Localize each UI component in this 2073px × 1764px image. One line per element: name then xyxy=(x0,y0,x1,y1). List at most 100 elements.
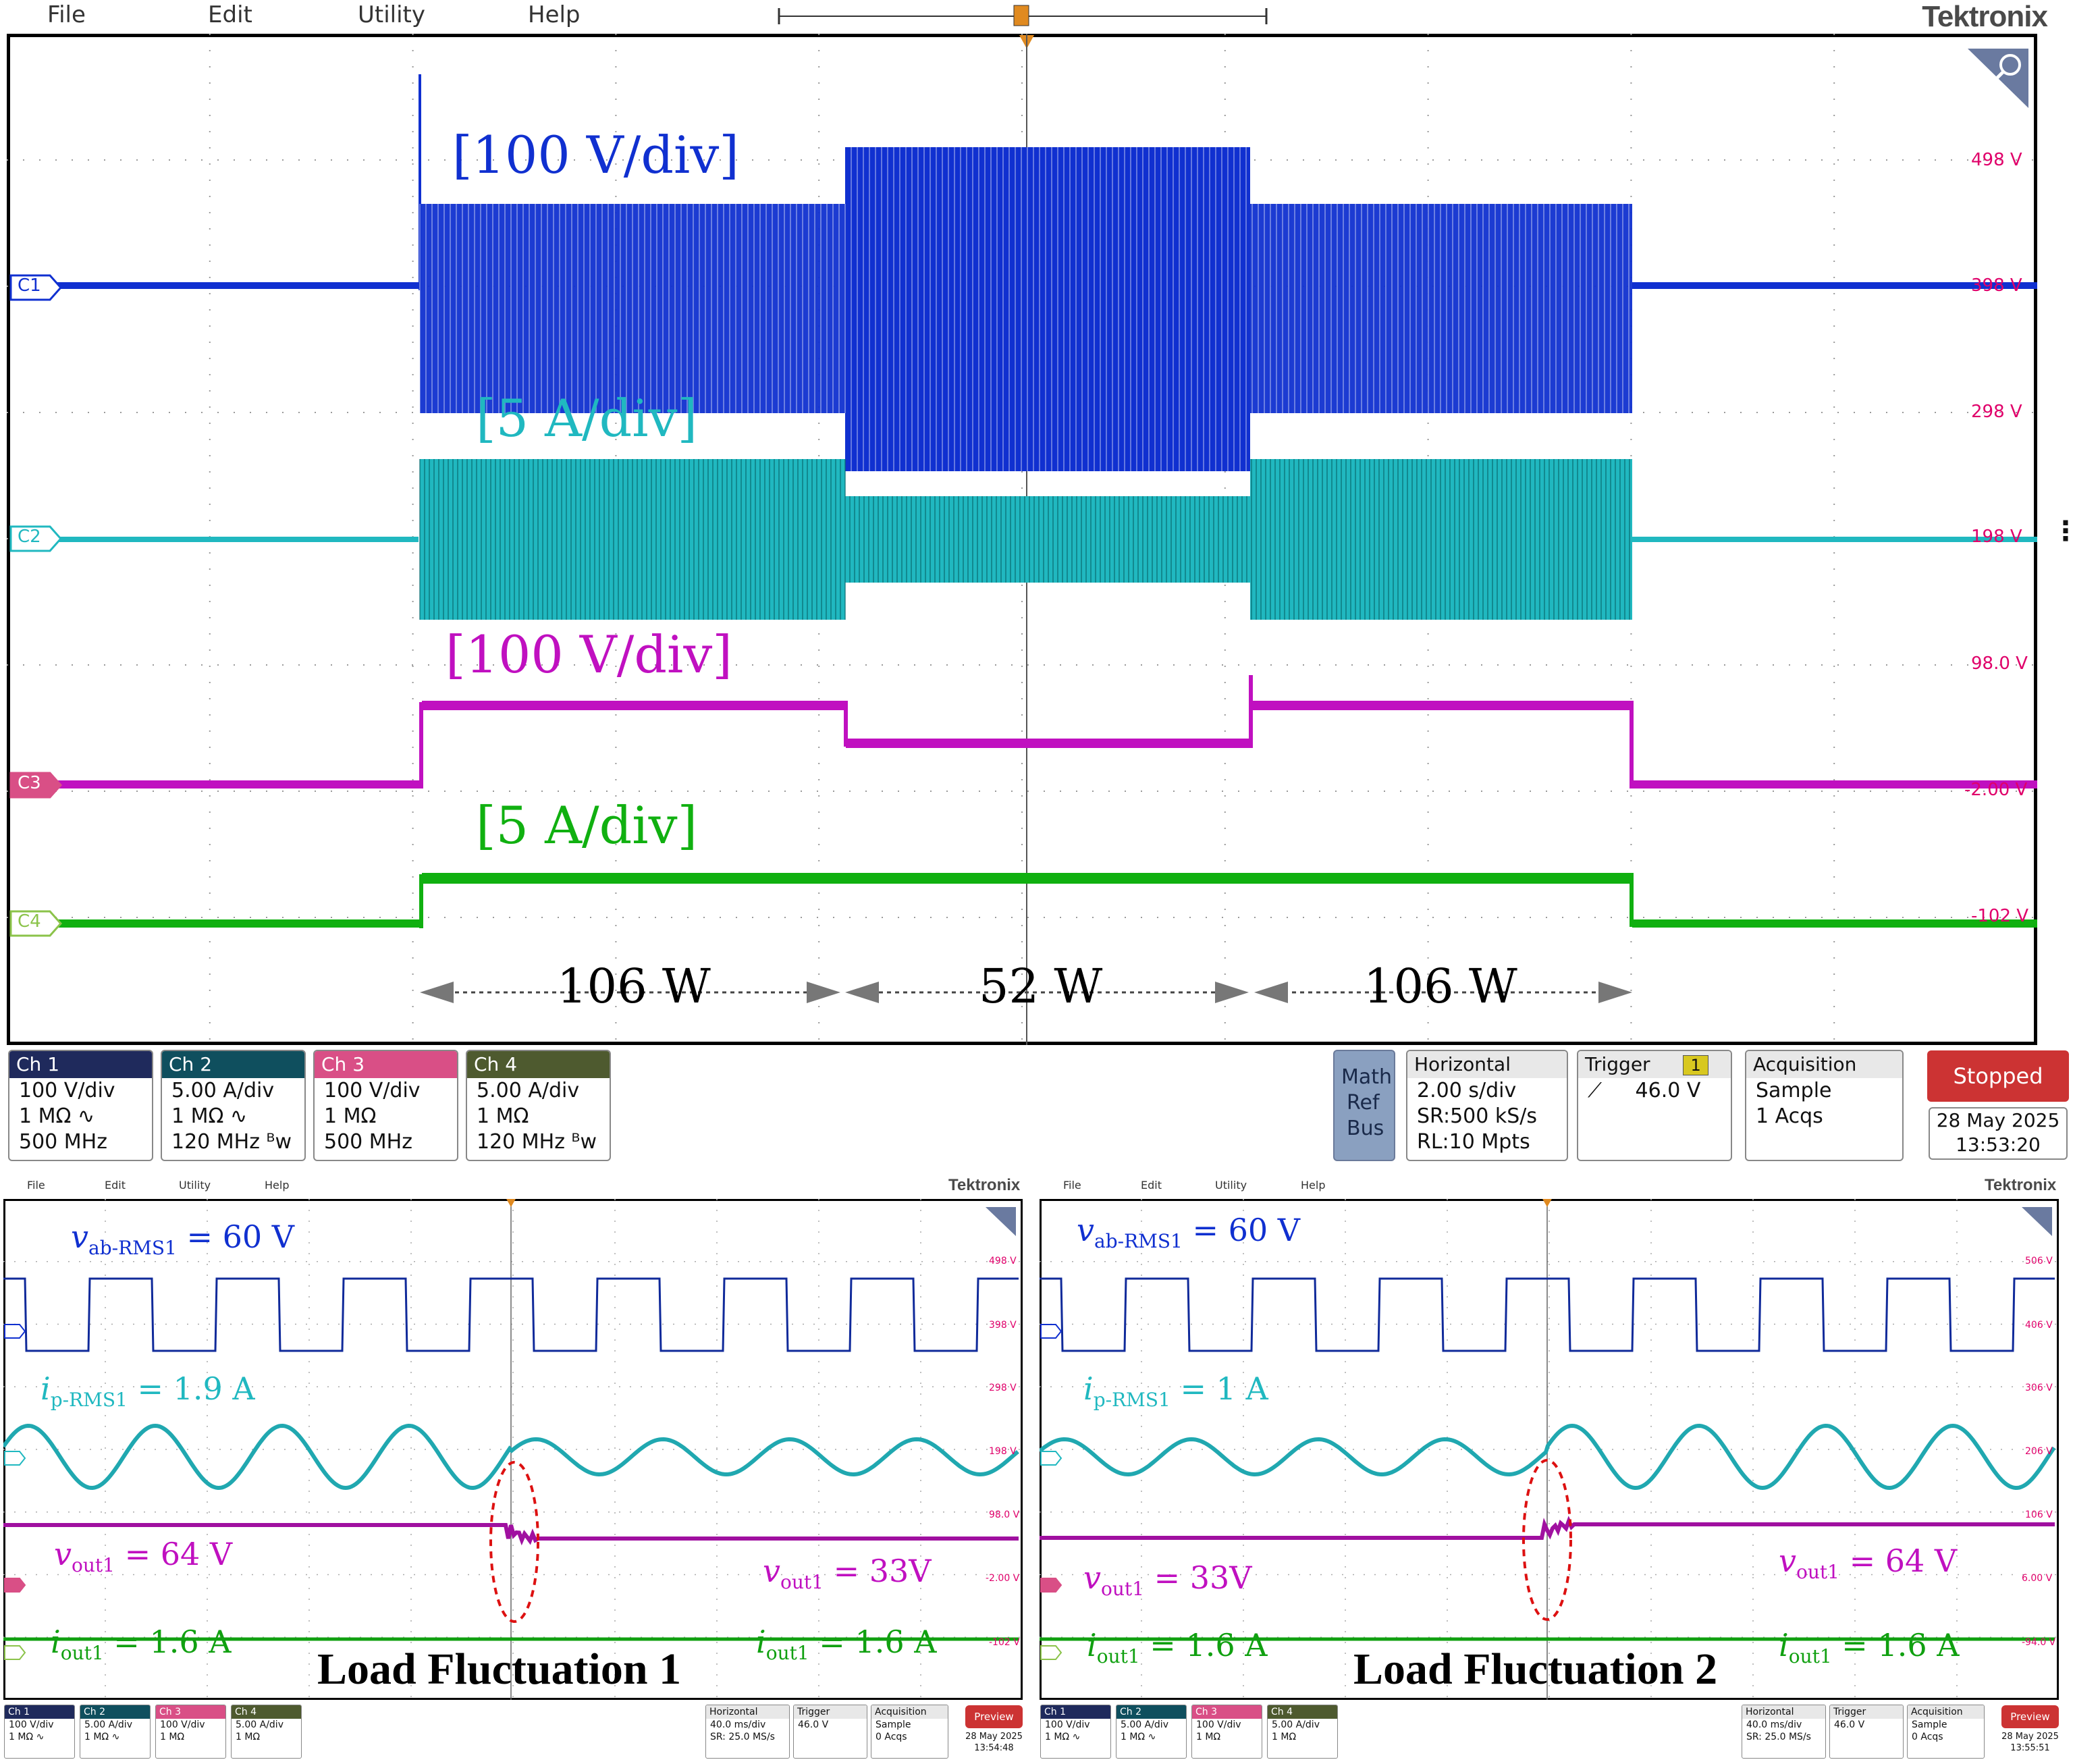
bl-vab-rms-label: vab-RMS1 = 60 V xyxy=(71,1219,294,1260)
more-options-icon[interactable]: ⋮ xyxy=(2052,516,2073,547)
bl-tick-2: 398 V xyxy=(989,1320,1017,1331)
br-c2-tag[interactable] xyxy=(1040,1451,1062,1466)
bl-acquisition-panel[interactable]: Acquisition Sample 0 Acqs xyxy=(871,1705,948,1759)
c1-scale-annotation: [100 V/div] xyxy=(452,125,739,185)
bl-c2-tag[interactable] xyxy=(4,1451,26,1466)
ch1-bandwidth: 500 MHz xyxy=(19,1130,107,1154)
bl-horizontal-scale: 40.0 ms/div xyxy=(710,1719,766,1730)
horizontal-scale: 2.00 s/div xyxy=(1417,1079,1517,1102)
br-ch2-trace xyxy=(1040,1423,2056,1491)
ch4-bandwidth: 120 MHz ᴮw xyxy=(477,1130,597,1154)
trigger-panel[interactable]: Trigger 1 ⟋ 46.0 V xyxy=(1577,1050,1732,1161)
br-ch1-panel[interactable]: Ch 1 100 V/div 1 MΩ ∿ xyxy=(1040,1705,1111,1759)
bl-waveform-area xyxy=(3,1199,1023,1700)
c4-scale-annotation: [5 A/div] xyxy=(476,795,698,855)
bl-menu-help[interactable]: Help xyxy=(265,1179,290,1192)
ch3-panel[interactable]: Ch 3 100 V/div 1 MΩ 500 MHz xyxy=(313,1050,458,1161)
br-ch4-imp: 1 MΩ xyxy=(1272,1732,1297,1742)
bl-preview-button[interactable]: Preview xyxy=(965,1705,1023,1728)
bl-ch2-scale: 5.00 A/div xyxy=(84,1719,132,1730)
bl-trigger-title: Trigger xyxy=(794,1705,867,1719)
c1-tag[interactable] xyxy=(9,274,63,301)
bl-trigger-panel[interactable]: Trigger 46.0 V xyxy=(793,1705,867,1759)
ch2-bandwidth: 120 MHz ᴮw xyxy=(171,1130,292,1154)
bl-tick-7: -102 V xyxy=(989,1637,1020,1648)
bl-iout-before-label: iout1 = 1.6 A xyxy=(51,1624,232,1665)
br-title: Load Fluctuation 2 xyxy=(1353,1645,1718,1694)
br-ch4-title: Ch 4 xyxy=(1268,1705,1337,1719)
horizontal-panel[interactable]: Horizontal 2.00 s/div SR:500 kS/s RL:10 … xyxy=(1406,1050,1568,1161)
channel-3-trace xyxy=(54,675,2037,789)
c2-tag[interactable] xyxy=(9,525,63,552)
time-text: 13:53:20 xyxy=(1956,1133,2041,1156)
br-zoom-icon[interactable] xyxy=(2022,1207,2052,1236)
bl-tick-6: -2.00 V xyxy=(986,1573,1020,1584)
br-vout-after-label: vout1 = 64 V xyxy=(1779,1543,1958,1584)
bl-menu-file[interactable]: File xyxy=(27,1179,45,1192)
bottom-left-oscilloscope: File Edit Utility Help Tektronix 498 V 3… xyxy=(0,1175,1026,1764)
br-tektronix-logo: Tektronix xyxy=(1985,1176,2057,1194)
ch2-panel[interactable]: Ch 2 5.00 A/div 1 MΩ ∿ 120 MHz ᴮw xyxy=(161,1050,306,1161)
bl-horizontal-panel[interactable]: Horizontal 40.0 ms/div SR: 25.0 MS/s xyxy=(705,1705,790,1759)
bl-acq-mode: Sample xyxy=(876,1719,911,1730)
bl-tick-4: 198 V xyxy=(989,1446,1017,1457)
horizontal-sample-rate: SR:500 kS/s xyxy=(1417,1104,1538,1128)
br-menu-file[interactable]: File xyxy=(1063,1179,1081,1192)
br-menu-help[interactable]: Help xyxy=(1301,1179,1326,1192)
br-time: 13:55:51 xyxy=(2010,1743,2050,1753)
br-ch3-panel[interactable]: Ch 3 100 V/div 1 MΩ xyxy=(1191,1705,1262,1759)
br-c4-tag[interactable] xyxy=(1040,1645,1062,1660)
trigger-source-badge: 1 xyxy=(1683,1055,1708,1075)
c4-tag[interactable] xyxy=(9,910,63,937)
br-acq-mode: Sample xyxy=(1912,1719,1947,1730)
br-acquisition-panel[interactable]: Acquisition Sample 0 Acqs xyxy=(1907,1705,1985,1759)
right-tick-4: 198 V xyxy=(1971,527,2022,547)
bl-ch4-title: Ch 4 xyxy=(232,1705,301,1719)
rising-edge-icon: ⟋ xyxy=(1588,1079,1602,1102)
br-tick-2: 406 V xyxy=(2025,1320,2053,1331)
br-preview-button[interactable]: Preview xyxy=(2001,1705,2059,1728)
c2-scale-annotation: [5 A/div] xyxy=(476,388,698,448)
c4-tag-label: C4 xyxy=(18,911,41,932)
br-menu-utility[interactable]: Utility xyxy=(1215,1179,1247,1192)
zoom-icon[interactable] xyxy=(1968,49,2028,108)
acquisition-panel[interactable]: Acquisition Sample 1 Acqs xyxy=(1745,1050,1904,1161)
bl-zoom-icon[interactable] xyxy=(986,1207,1016,1236)
br-horizontal-panel[interactable]: Horizontal 40.0 ms/div SR: 25.0 MS/s xyxy=(1742,1705,1826,1759)
bl-ch2-panel[interactable]: Ch 2 5.00 A/div 1 MΩ ∿ xyxy=(80,1705,151,1759)
ch2-impedance: 1 MΩ ∿ xyxy=(171,1104,248,1128)
br-ch2-panel[interactable]: Ch 2 5.00 A/div 1 MΩ ∿ xyxy=(1116,1705,1187,1759)
br-horizontal-sr: SR: 25.0 MS/s xyxy=(1746,1732,1811,1742)
menu-help[interactable]: Help xyxy=(528,1,581,28)
br-tick-4: 206 V xyxy=(2025,1446,2053,1457)
bl-ch3-title: Ch 3 xyxy=(156,1705,225,1719)
br-c1-tag[interactable] xyxy=(1040,1324,1062,1339)
menu-utility[interactable]: Utility xyxy=(358,1,426,28)
br-ch4-panel[interactable]: Ch 4 5.00 A/div 1 MΩ xyxy=(1267,1705,1338,1759)
br-menu-edit[interactable]: Edit xyxy=(1141,1179,1162,1192)
record-position-bar[interactable] xyxy=(776,3,1269,30)
bl-c4-tag[interactable] xyxy=(4,1645,26,1660)
bl-ch1-panel[interactable]: Ch 1 100 V/div 1 MΩ ∿ xyxy=(4,1705,75,1759)
bl-ch1-scale: 100 V/div xyxy=(9,1719,54,1730)
date-time-display[interactable]: 28 May 2025 13:53:20 xyxy=(1929,1107,2068,1160)
bl-menu-edit[interactable]: Edit xyxy=(105,1179,126,1192)
br-waveform-display[interactable] xyxy=(1040,1199,2059,1700)
menu-file[interactable]: File xyxy=(47,1,86,28)
math-ref-bus-button[interactable]: Math Ref Bus xyxy=(1333,1050,1395,1161)
br-trigger-level: 46.0 V xyxy=(1834,1719,1865,1730)
br-trigger-panel[interactable]: Trigger 46.0 V xyxy=(1829,1705,1904,1759)
bl-ch4-panel[interactable]: Ch 4 5.00 A/div 1 MΩ xyxy=(231,1705,302,1759)
bl-c3-tag[interactable] xyxy=(4,1578,26,1593)
ch4-panel[interactable]: Ch 4 5.00 A/div 1 MΩ 120 MHz ᴮw xyxy=(466,1050,611,1161)
bl-iout-after-label: iout1 = 1.6 A xyxy=(756,1624,937,1665)
bl-ch4-imp: 1 MΩ xyxy=(236,1732,261,1742)
run-stop-button[interactable]: Stopped xyxy=(1927,1050,2069,1102)
bl-menu-utility[interactable]: Utility xyxy=(179,1179,211,1192)
bl-c1-tag[interactable] xyxy=(4,1324,26,1339)
bl-ch3-panel[interactable]: Ch 3 100 V/div 1 MΩ xyxy=(155,1705,226,1759)
br-c3-tag[interactable] xyxy=(1040,1578,1062,1593)
menu-edit[interactable]: Edit xyxy=(208,1,252,28)
ch1-panel[interactable]: Ch 1 100 V/div 1 MΩ ∿ 500 MHz xyxy=(8,1050,153,1161)
c3-tag[interactable] xyxy=(9,772,63,799)
